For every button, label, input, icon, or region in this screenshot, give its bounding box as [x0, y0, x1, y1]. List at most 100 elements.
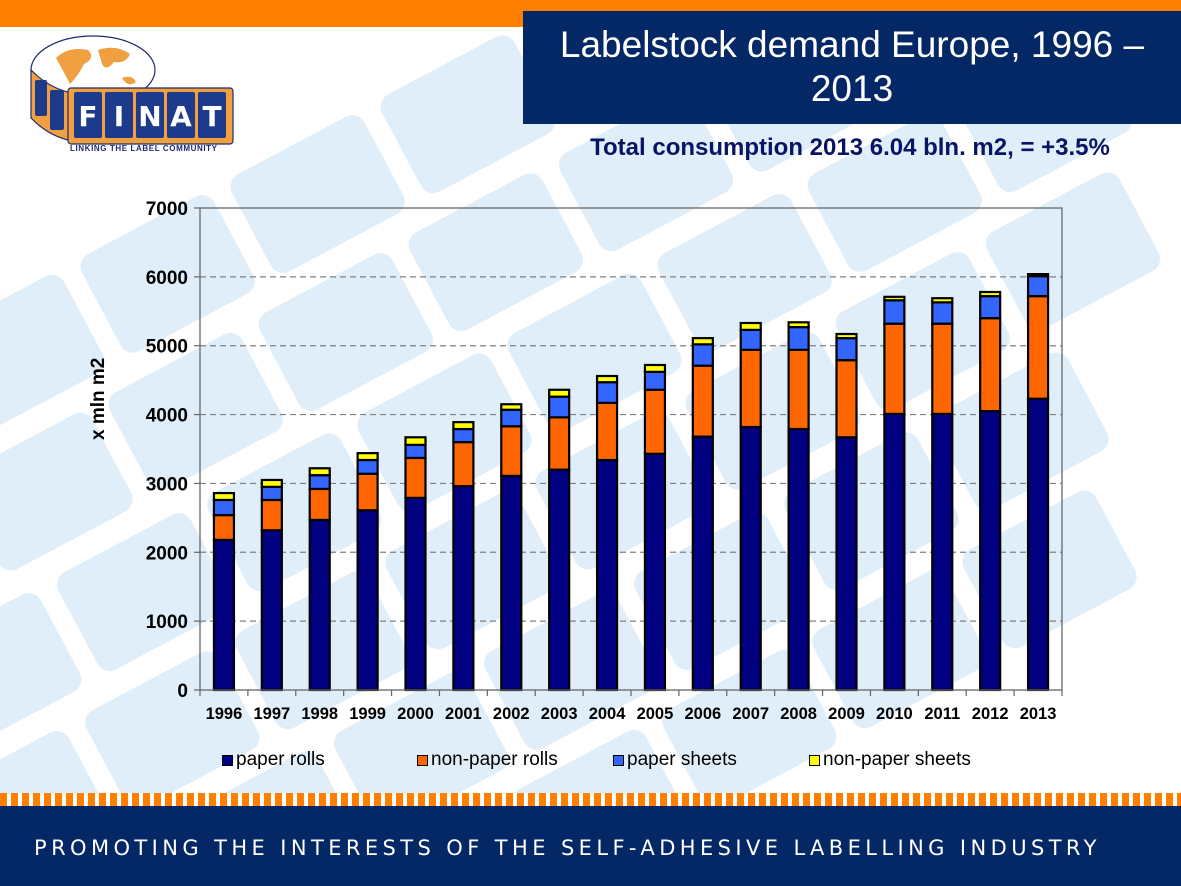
bar-stack-2009 [835, 332, 858, 692]
bar-stack-2008 [787, 321, 810, 692]
bar-non-paper-rolls-2004 [595, 401, 619, 462]
footer-teeth-decoration [0, 793, 1181, 807]
y-tick-label: 0 [177, 681, 188, 702]
bar-paper-rolls-2011 [931, 412, 954, 692]
x-tick-label: 2005 [637, 705, 674, 723]
y-axis-ticks: 0 1000 2000 3000 4000 5000 6000 7000 [146, 199, 200, 702]
x-tick-label: 2013 [1020, 705, 1057, 723]
bar-non-paper-rolls-1997 [260, 498, 283, 532]
bar-non-paper-sheets-2003 [548, 388, 571, 398]
bar-non-paper-sheets-2007 [739, 321, 762, 331]
bar-non-paper-rolls-1998 [308, 487, 331, 522]
bar-paper-sheets-2005 [643, 370, 667, 391]
bar-stack-2002 [500, 403, 523, 692]
bar-non-paper-rolls-2012 [979, 317, 1002, 413]
bar-non-paper-sheets-1997 [260, 478, 283, 488]
legend-label: paper rolls [236, 749, 325, 770]
x-axis-ticks: 1996 1997 1998 1999 2000 2001 2002 2003 2004 2005… [199, 690, 1063, 723]
bar-paper-sheets-2002 [500, 408, 523, 428]
bar-non-paper-sheets-2010 [883, 295, 906, 302]
bar-paper-sheets-2004 [595, 381, 619, 404]
x-tick-label: 2004 [589, 705, 627, 723]
x-tick-label: 1997 [253, 705, 290, 723]
bar-non-paper-rolls-2000 [404, 456, 427, 499]
slide-title-line1: Labelstock demand Europe, 1996 – [559, 24, 1145, 65]
bar-paper-rolls-2009 [835, 436, 858, 692]
bar-paper-sheets-2001 [452, 427, 475, 444]
bar-stack-2012 [979, 290, 1002, 692]
bar-stack-2004 [595, 374, 619, 692]
bar-non-paper-rolls-2003 [548, 416, 571, 471]
legend-swatch-paper-sheets [613, 754, 624, 766]
bar-paper-rolls-2010 [883, 412, 906, 692]
bar-paper-rolls-2001 [452, 485, 475, 692]
bar-stack-2005 [643, 363, 667, 692]
bar-stack-2000 [404, 436, 427, 692]
bar-paper-rolls-2004 [595, 458, 619, 692]
x-tick-label: 1999 [349, 705, 386, 723]
bar-stack-1999 [356, 452, 379, 692]
logo-letter-n: N [138, 100, 161, 133]
slide-title-line2: 2013 [810, 68, 894, 109]
x-tick-label: 2009 [828, 705, 865, 723]
bar-stack-2010 [883, 295, 906, 692]
legend-swatch-non-paper-rolls [417, 754, 428, 766]
bar-non-paper-rolls-2009 [835, 359, 858, 439]
slide-subtitle: Total consumption 2013 6.04 bln. m2, = +… [590, 134, 1110, 161]
bar-paper-rolls-2006 [691, 435, 714, 692]
bar-non-paper-rolls-2001 [452, 441, 475, 488]
y-tick-label: 3000 [146, 474, 188, 495]
bar-stack-1997 [260, 478, 283, 692]
bar-stack-2013 [1026, 273, 1050, 692]
bar-stack-2006 [691, 337, 714, 692]
legend-swatch-paper-rolls [222, 754, 233, 766]
bar-paper-rolls-2013 [1026, 397, 1050, 692]
bar-non-paper-rolls-2006 [691, 364, 714, 438]
bar-paper-sheets-2011 [931, 301, 954, 325]
x-tick-label: 2001 [445, 705, 482, 723]
y-tick-label: 5000 [146, 337, 188, 358]
bar-non-paper-rolls-1996 [212, 514, 236, 541]
bar-stack-2001 [452, 421, 475, 692]
bar-non-paper-rolls-2005 [643, 388, 667, 455]
bar-non-paper-sheets-2000 [404, 436, 427, 446]
x-tick-label: 2003 [541, 705, 578, 723]
bar-paper-rolls-2003 [548, 468, 571, 692]
x-tick-label: 2007 [732, 705, 769, 723]
slide-title: Labelstock demand Europe, 1996 – 2013 [523, 11, 1181, 124]
bar-paper-rolls-1999 [356, 509, 379, 692]
x-tick-label: 2008 [780, 705, 817, 723]
bar-non-paper-rolls-2010 [883, 322, 906, 415]
bar-non-paper-sheets-2001 [452, 421, 475, 431]
bar-non-paper-sheets-2002 [500, 403, 523, 411]
bar-paper-sheets-1996 [212, 498, 236, 517]
footer-slogan: PROMOTING THE INTERESTS OF THE SELF-ADHE… [34, 836, 1101, 860]
bar-non-paper-rolls-2011 [931, 322, 954, 415]
plot-frame [199, 207, 1063, 691]
legend-label: non-paper rolls [431, 749, 558, 770]
x-tick-label: 2000 [397, 705, 434, 723]
bar-paper-rolls-2012 [979, 410, 1002, 692]
bar-stack-2011 [931, 297, 954, 692]
bar-non-paper-rolls-2007 [739, 348, 762, 429]
x-tick-label: 2011 [924, 705, 960, 723]
x-tick-label: 2010 [876, 705, 913, 723]
bar-stack-2003 [548, 388, 571, 692]
logo-letter-i: I [114, 100, 124, 133]
legend-swatch-non-paper-sheets [809, 754, 820, 766]
bar-non-paper-rolls-2002 [500, 425, 523, 477]
logo-continents [56, 47, 136, 85]
y-tick-label: 7000 [146, 199, 188, 220]
footer-banner [0, 806, 1181, 886]
bar-non-paper-sheets-2006 [691, 337, 714, 346]
y-tick-label: 1000 [146, 612, 188, 633]
y-tick-label: 6000 [146, 268, 188, 289]
bar-non-paper-sheets-2004 [595, 374, 619, 384]
bar-paper-sheets-1999 [356, 458, 379, 475]
bar-non-paper-rolls-1999 [356, 472, 379, 512]
bar-paper-sheets-2006 [691, 343, 714, 367]
legend-label: paper sheets [627, 749, 737, 770]
x-tick-label: 2012 [972, 705, 1009, 723]
bar-non-paper-rolls-2013 [1026, 295, 1050, 400]
